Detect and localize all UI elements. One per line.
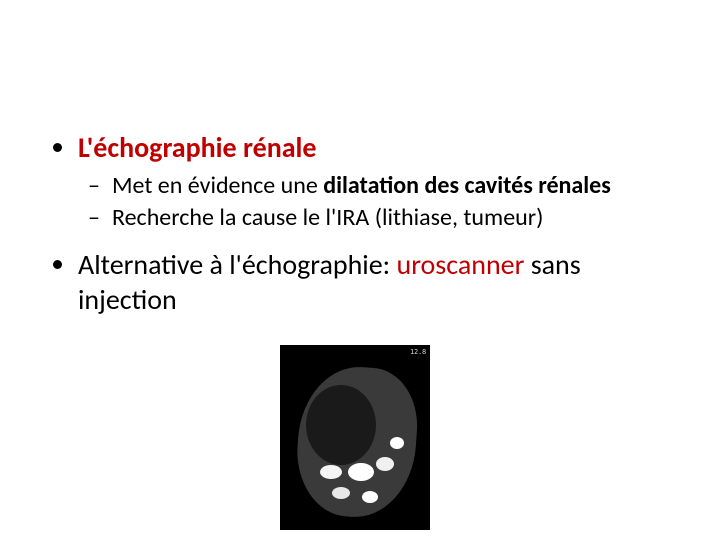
- bullet-1-sub-1-bold: dilatation des cavités rénales: [323, 171, 611, 200]
- bullet-list-level1: L'échographie rénale Met en évidence une…: [50, 130, 670, 317]
- ct-scan-placeholder: 12.8: [280, 345, 430, 530]
- bullet-2-prefix: Alternative à l'échographie:: [78, 247, 396, 282]
- bullet-1-sublist: Met en évidence une dilatation des cavit…: [78, 171, 670, 233]
- bullet-1-sub-1: Met en évidence une dilatation des cavit…: [112, 171, 670, 201]
- bullet-item-1: L'échographie rénale Met en évidence une…: [78, 130, 670, 233]
- ct-scan-overlay-label: 12.8: [410, 348, 426, 356]
- ct-scan-image: 12.8: [280, 345, 430, 530]
- bullet-1-title: L'échographie rénale: [78, 130, 317, 165]
- bullet-1-sub-1-prefix: Met en évidence une: [112, 171, 323, 200]
- bullet-item-2: Alternative à l'échographie: uroscanner …: [78, 247, 670, 317]
- bullet-1-sub-2-text: Recherche la cause le l'IRA (lithiase, t…: [112, 203, 543, 232]
- bullet-2-redword: uroscanner: [396, 247, 524, 282]
- slide: L'échographie rénale Met en évidence une…: [0, 0, 720, 540]
- bullet-1-sub-2: Recherche la cause le l'IRA (lithiase, t…: [112, 203, 670, 233]
